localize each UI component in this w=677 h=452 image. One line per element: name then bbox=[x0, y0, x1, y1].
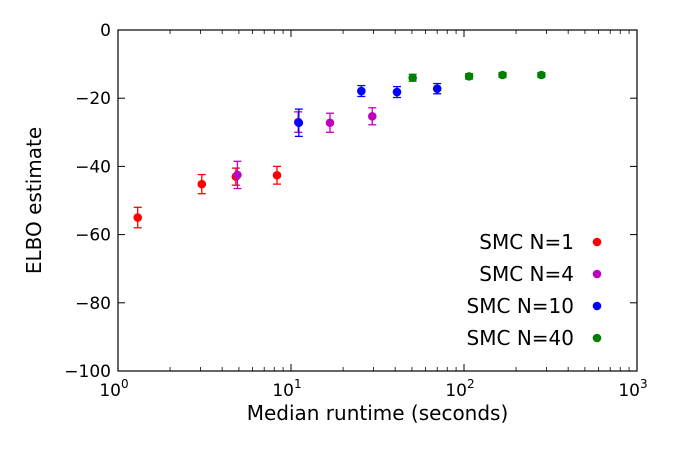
y-axis-label: ELBO estimate bbox=[22, 127, 46, 274]
data-point bbox=[197, 179, 207, 189]
y-tick-label: −100 bbox=[64, 362, 111, 382]
x-tick-exponent: 1 bbox=[294, 377, 302, 391]
data-point bbox=[392, 87, 402, 97]
data-point bbox=[133, 213, 143, 222]
legend-marker bbox=[592, 333, 602, 343]
legend-marker bbox=[592, 237, 602, 247]
legend: SMC N=1 SMC N=4 SMC N=10 SMC N=40 bbox=[467, 230, 602, 350]
x-tick-exponent: 0 bbox=[121, 377, 129, 391]
y-tick-label: −80 bbox=[75, 294, 111, 314]
x-tick-label: 100 bbox=[99, 377, 128, 401]
series-group bbox=[133, 165, 282, 229]
legend-label: SMC N=10 bbox=[467, 294, 574, 318]
legend-marker bbox=[592, 301, 602, 311]
data-point bbox=[432, 84, 442, 93]
plot-area-frame bbox=[117, 29, 638, 372]
data-point bbox=[357, 86, 366, 96]
x-axis-label: Median runtime (seconds) bbox=[247, 401, 509, 425]
x-tick-label: 102 bbox=[445, 377, 474, 401]
y-tick-label: −20 bbox=[75, 89, 111, 109]
x-tick-exponent: 3 bbox=[640, 377, 648, 391]
data-point bbox=[233, 170, 242, 180]
x-tick-label: 101 bbox=[272, 377, 301, 401]
legend-marker bbox=[592, 269, 602, 279]
data-point bbox=[367, 111, 377, 121]
y-tick-label: −60 bbox=[75, 226, 111, 246]
legend-label: SMC N=1 bbox=[479, 230, 574, 254]
y-tick-label: −40 bbox=[75, 157, 111, 177]
data-point bbox=[408, 73, 417, 83]
data-point bbox=[294, 118, 304, 128]
x-tick-base: 10 bbox=[99, 381, 121, 401]
x-tick-base: 10 bbox=[272, 381, 294, 401]
data-point bbox=[537, 70, 546, 80]
legend-label: SMC N=40 bbox=[467, 326, 574, 350]
x-tick-label: 103 bbox=[618, 377, 647, 401]
data-point bbox=[272, 170, 282, 180]
plot-marks bbox=[133, 70, 546, 229]
data-point bbox=[498, 70, 507, 80]
legend-label: SMC N=4 bbox=[479, 262, 574, 286]
y-tick-label: 0 bbox=[100, 21, 111, 41]
x-tick-base: 10 bbox=[445, 381, 467, 401]
series-group bbox=[233, 107, 377, 190]
data-point bbox=[464, 72, 474, 81]
x-tick-base: 10 bbox=[618, 381, 640, 401]
series-group bbox=[408, 70, 546, 83]
x-tick-exponent: 2 bbox=[467, 377, 475, 391]
series-group bbox=[294, 82, 442, 138]
data-point bbox=[325, 118, 335, 128]
